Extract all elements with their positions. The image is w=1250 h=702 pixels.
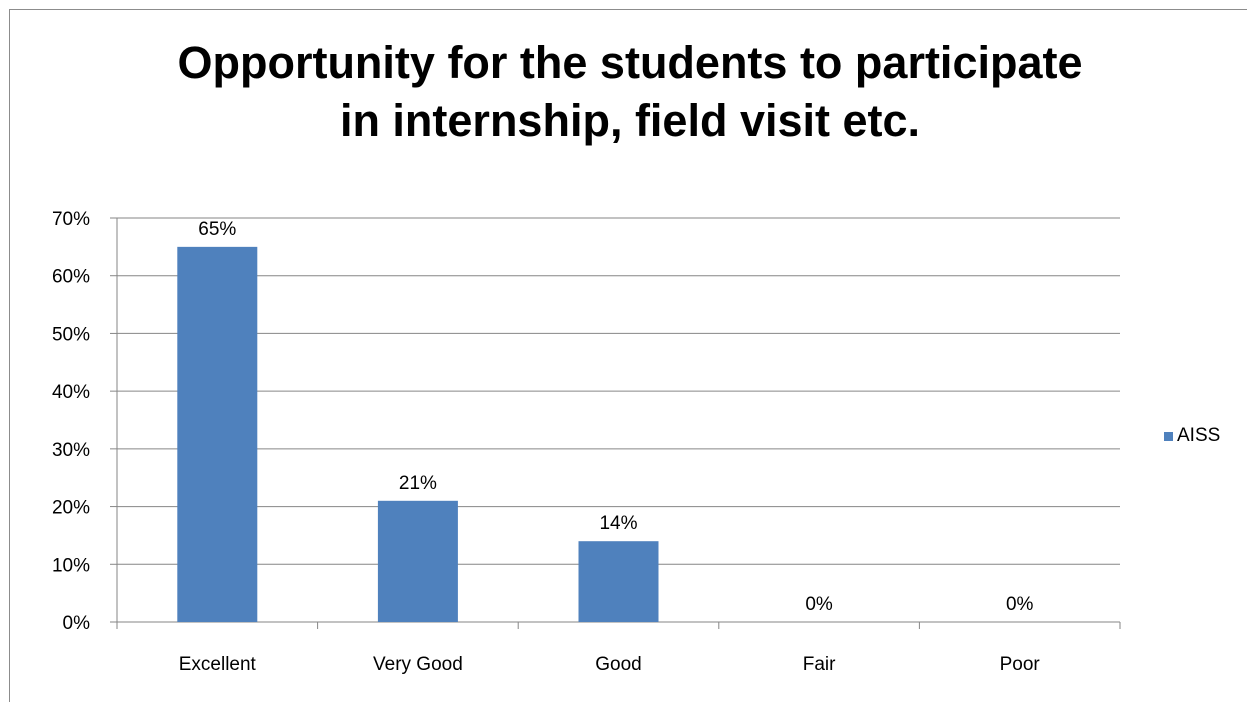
- chart-title: Opportunity for the students to particip…: [0, 34, 1250, 150]
- y-tick-label: 50%: [52, 324, 90, 345]
- chart-title-line-2: in internship, field visit etc.: [339, 95, 921, 146]
- data-label: 65%: [198, 219, 236, 240]
- x-tick-label: Good: [595, 654, 641, 675]
- legend: AISS: [1164, 425, 1220, 447]
- bar-excellent: [177, 246, 258, 622]
- data-label: 0%: [805, 594, 833, 615]
- y-tick-label: 70%: [52, 209, 90, 230]
- y-tick-label: 30%: [52, 440, 90, 461]
- chart-title-line-1: Opportunity for the students to particip…: [177, 37, 1083, 88]
- legend-label-aiss: AISS: [1177, 425, 1221, 446]
- data-label: 21%: [399, 473, 437, 494]
- bar-very-good: [377, 500, 458, 622]
- data-label: 14%: [599, 513, 637, 534]
- chart-frame: [9, 9, 1247, 702]
- y-tick-label: 10%: [52, 555, 90, 576]
- bar-good: [578, 541, 659, 622]
- y-tick-label: 40%: [52, 382, 90, 403]
- y-tick-label: 0%: [63, 613, 91, 634]
- legend-swatch-aiss: [1164, 431, 1173, 441]
- y-tick-label: 20%: [52, 498, 90, 519]
- x-tick-label: Fair: [803, 654, 836, 675]
- x-tick-label: Poor: [1000, 654, 1041, 675]
- x-tick-label: Excellent: [179, 654, 257, 675]
- x-tick-label: Very Good: [373, 654, 463, 675]
- data-label: 0%: [1006, 594, 1034, 615]
- y-tick-label: 60%: [52, 267, 90, 288]
